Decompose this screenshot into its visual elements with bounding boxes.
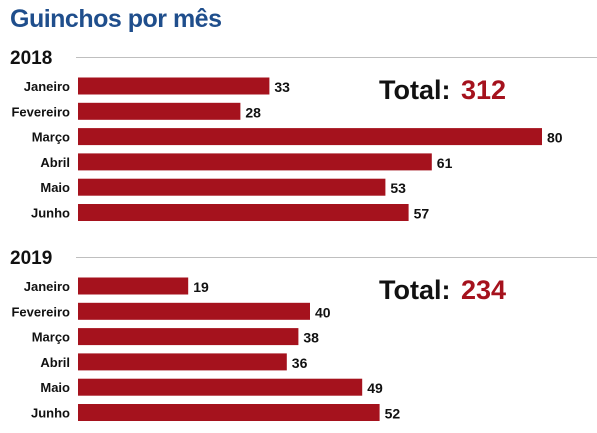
bar	[78, 128, 542, 146]
category-label: Fevereiro	[11, 304, 70, 319]
bar	[78, 204, 409, 221]
total-label: Total:	[379, 75, 450, 105]
data-label: 28	[245, 104, 261, 120]
data-label: 53	[390, 180, 406, 196]
chart-panels: 2018 Janeiro 33 Fevereiro 28 Março 80 Abril 61 Ma…	[10, 48, 597, 422]
year-label: 2019	[10, 248, 52, 269]
data-label: 40	[315, 304, 331, 320]
category-label: Abril	[40, 355, 70, 370]
total-value: 312	[461, 75, 506, 105]
category-label: Maio	[40, 380, 70, 395]
category-label: Março	[32, 130, 70, 145]
bar	[78, 353, 287, 371]
data-label: 33	[274, 79, 290, 95]
data-label: 49	[367, 380, 383, 396]
category-label: Maio	[40, 180, 70, 195]
data-label: 19	[193, 279, 209, 295]
chart-title: Guinchos por mês	[10, 5, 221, 33]
bar	[78, 178, 386, 196]
bar	[78, 77, 270, 95]
bar	[78, 328, 299, 346]
category-label: Junho	[31, 406, 70, 421]
data-label: 80	[547, 130, 563, 146]
data-label: 57	[414, 206, 430, 222]
bar	[78, 102, 241, 120]
category-label: Janeiro	[24, 79, 70, 94]
category-label: Junho	[31, 206, 70, 221]
total-label: Total:	[379, 275, 450, 305]
bar	[78, 302, 310, 320]
category-label: Janeiro	[24, 279, 70, 294]
bar	[78, 404, 380, 421]
category-label: Fevereiro	[11, 104, 70, 119]
year-label: 2018	[10, 48, 52, 69]
total-value: 234	[461, 275, 506, 305]
year-panel-2019: 2019 Janeiro 19 Fevereiro 40 Março 38 Abril 36 Ma…	[10, 248, 597, 422]
data-label: 38	[303, 330, 319, 346]
year-panel-2018: 2018 Janeiro 33 Fevereiro 28 Março 80 Abril 61 Ma…	[10, 48, 597, 222]
data-label: 52	[385, 406, 401, 422]
bar	[78, 378, 363, 396]
category-label: Abril	[40, 155, 70, 170]
bar	[78, 153, 432, 171]
data-label: 61	[437, 155, 453, 171]
category-label: Março	[32, 330, 70, 345]
bar	[78, 277, 189, 295]
data-label: 36	[292, 355, 308, 371]
